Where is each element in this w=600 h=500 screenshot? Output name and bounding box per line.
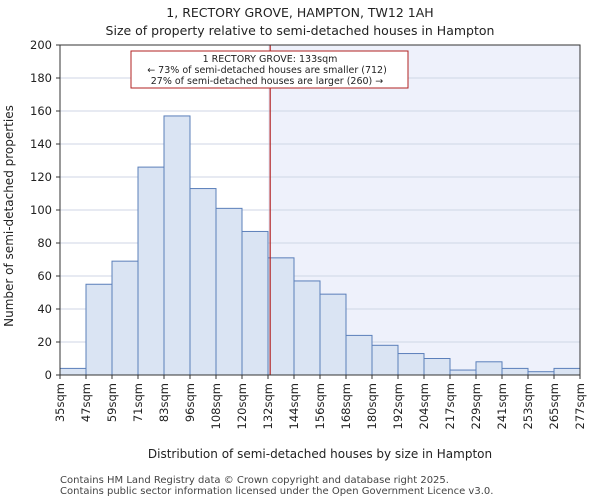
y-tick-label: 180 (30, 71, 52, 85)
x-tick-label: 83sqm (157, 383, 171, 422)
x-tick-label: 132sqm (261, 383, 275, 429)
x-tick-label: 180sqm (365, 383, 379, 429)
x-tick-label: 204sqm (417, 383, 431, 429)
x-tick-label: 277sqm (573, 383, 587, 429)
y-tick-label: 140 (30, 137, 52, 151)
x-tick-label: 35sqm (53, 383, 67, 422)
footer-line-1: Contains HM Land Registry data © Crown c… (60, 475, 449, 486)
x-tick-label: 96sqm (183, 383, 197, 422)
x-tick-label: 229sqm (469, 383, 483, 429)
annotation-line-1: 1 RECTORY GROVE: 133sqm (203, 54, 338, 65)
y-tick-label: 160 (30, 104, 52, 118)
bar-265sqm (553, 367, 581, 376)
y-tick-label: 40 (37, 302, 52, 316)
y-tick-label: 20 (37, 335, 52, 349)
bar-217sqm (449, 369, 477, 376)
annotation-box: 1 RECTORY GROVE: 133sqm ← 73% of semi-de… (130, 50, 409, 89)
x-tick-label: 168sqm (339, 383, 353, 429)
bar-168sqm (345, 334, 373, 376)
bar-35sqm (59, 367, 87, 376)
bar-47sqm (85, 283, 113, 376)
footer-line-2: Contains public sector information licen… (60, 486, 493, 497)
annotation-frame (130, 50, 409, 89)
bar-71sqm (137, 166, 165, 376)
x-tick-label: 120sqm (235, 383, 249, 429)
annotation-line-2: ← 73% of semi-detached houses are smalle… (147, 65, 387, 76)
bar-108sqm (215, 207, 243, 376)
chart-subtitle: Size of property relative to semi-detach… (106, 23, 495, 38)
y-axis-label: Number of semi-detached properties (2, 105, 16, 327)
chart-title: 1, RECTORY GROVE, HAMPTON, TW12 1AH (166, 5, 433, 20)
x-tick-label: 47sqm (79, 383, 93, 422)
x-tick-label: 156sqm (313, 383, 327, 429)
bar-180sqm (371, 344, 399, 376)
y-tick-label: 120 (30, 170, 52, 184)
y-tick-label: 100 (30, 203, 52, 217)
bar-144sqm (293, 280, 321, 376)
bar-192sqm (397, 353, 425, 376)
x-tick-label: 265sqm (547, 383, 561, 429)
bar-83sqm (163, 115, 191, 376)
x-axis-label: Distribution of semi-detached houses by … (148, 447, 492, 461)
x-tick-label: 192sqm (391, 383, 405, 429)
x-tick-label: 144sqm (287, 383, 301, 429)
x-tick-label: 71sqm (131, 383, 145, 422)
bar-229sqm (475, 361, 503, 376)
x-tick-label: 59sqm (105, 383, 119, 422)
bar-204sqm (423, 358, 451, 376)
annotation-line-3: 27% of semi-detached houses are larger (… (151, 76, 384, 87)
x-tick-label: 108sqm (209, 383, 223, 429)
bars (59, 115, 581, 376)
bar-156sqm (319, 293, 347, 376)
x-tick-label: 241sqm (495, 383, 509, 429)
x-tick-label: 217sqm (443, 383, 457, 429)
bar-132sqm (267, 257, 295, 376)
bar-241sqm (501, 367, 529, 376)
y-tick-label: 80 (37, 236, 52, 250)
bar-120sqm (241, 230, 269, 376)
x-axis-ticks: 35sqm 47sqm 59sqm 71sqm 83sqm 96sqm 108sqm 120s… (53, 375, 587, 429)
y-tick-label: 200 (30, 38, 52, 52)
y-axis-ticks: 0 20 40 60 80 100 120 140 160 180 200 (30, 38, 60, 382)
x-tick-label: 253sqm (521, 383, 535, 429)
y-tick-label: 0 (45, 368, 52, 382)
y-tick-label: 60 (37, 269, 52, 283)
bar-59sqm (111, 260, 139, 376)
bar-96sqm (189, 188, 217, 376)
